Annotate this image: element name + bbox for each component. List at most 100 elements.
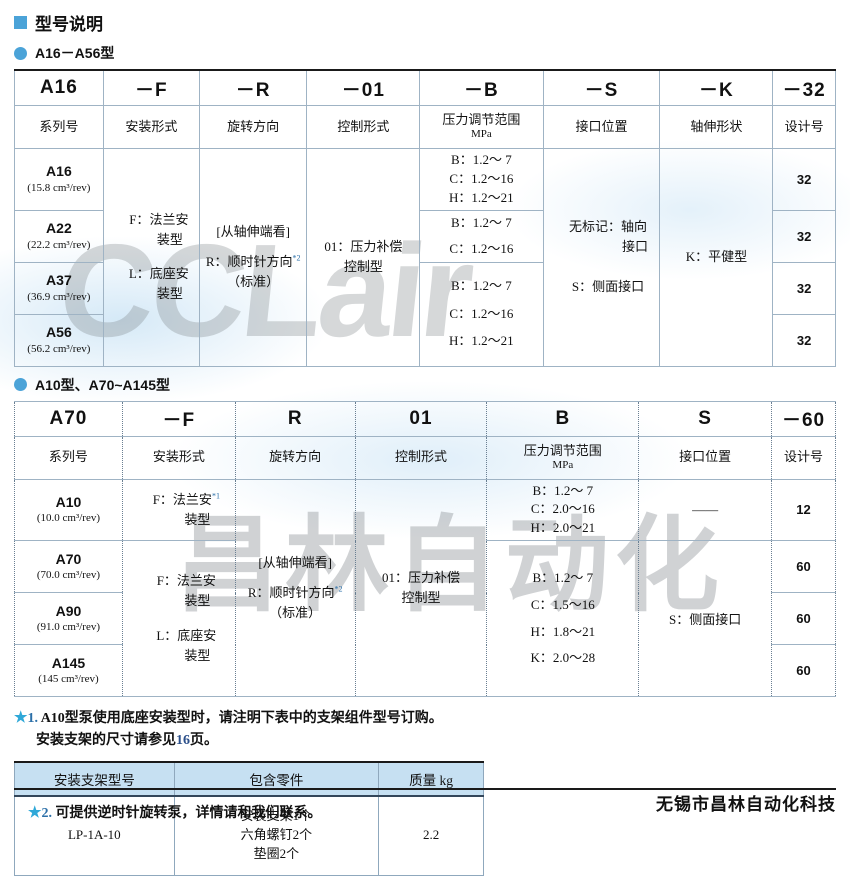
table-row: A145 (145 cm³/rev) 60 — [14, 644, 836, 698]
t2-code-0: A70 — [14, 400, 123, 437]
bracket-part-2: 垫圈2个 — [253, 845, 300, 861]
t1-ctrl-l1: 01：压力补偿 — [324, 239, 403, 255]
t1-shaft-cell: K：平健型 — [659, 148, 774, 367]
t2-name-4-unit: MPa — [552, 458, 574, 471]
t2-mount-bot-c: L：底座安 — [156, 627, 217, 643]
t2-series-3: A145 (145 cm³/rev) — [14, 644, 123, 698]
note-1: ★1. A10型泵使用底座安装型时，请注明下表中的支架组件型号订购。 安装支架的… — [14, 707, 850, 751]
t1-series-0: A16 (15.8 cm³/rev) — [14, 148, 104, 211]
t2-code-1: －F — [121, 400, 236, 437]
t1-rot-star: *2 — [292, 253, 301, 263]
note-1-line2a: 安装支架的尺寸请参见 — [36, 732, 176, 748]
table-row: A37 (36.9 cm³/rev) B：1.2～ 7 C：1.2～16 H：1… — [14, 261, 836, 367]
bracket-header-0: 安装支架型号 — [14, 760, 175, 797]
star-icon: ★ — [14, 710, 28, 727]
t1-name-5: 接口位置 — [542, 105, 661, 149]
t1-press-1-1: C：1.2～16 — [449, 240, 514, 256]
t2-ctrl-l1: 01：压力补偿 — [381, 569, 460, 585]
t1-pressure-1: B：1.2～ 7 C：1.2～16 — [419, 209, 544, 263]
t1-ctrl-l2: 控制型 — [343, 259, 383, 275]
t2-series-3-disp: (145 cm³/rev) — [38, 673, 99, 686]
note-1-page: 16 — [176, 732, 190, 748]
t2-rot-code: R：顺时针方向 — [247, 584, 335, 600]
t2-code-3: 01 — [354, 400, 488, 437]
t1-port-l2: 接口 — [621, 239, 648, 255]
table1-name-row: 系列号 安装形式 旋转方向 控制形式 压力调节范围 MPa 接口位置 轴伸形状 … — [14, 105, 836, 149]
t2-rot-note: （标准） — [269, 604, 322, 620]
t2-mount-top-cell: F：法兰安*1 装型 — [121, 478, 236, 542]
star-icon: ★ — [28, 805, 42, 821]
t1-port-l3: S：侧面接口 — [571, 279, 645, 295]
t2-rot-star: *2 — [334, 584, 343, 594]
model-code-table-a70: A70 －F R 01 B S －60 系列号 安装形式 旋转方向 控制形式 压… — [14, 400, 836, 698]
t2-press-1-1: C：1.5～16 — [530, 596, 595, 612]
t1-code-6: －K — [659, 69, 774, 106]
t1-press-0-0: B：1.2～ 7 — [451, 152, 512, 167]
note-1-number: 1. — [27, 711, 38, 727]
t1-control-cell: 01：压力补偿 控制型 — [306, 148, 421, 367]
t2-series-1-model: A70 — [55, 550, 82, 567]
bracket-header-1: 包含零件 — [173, 760, 380, 797]
t1-code-3: －01 — [306, 69, 421, 106]
subsection-title-2: A10型、A70~A145型 — [14, 375, 850, 395]
t2-press-1-3: K：2.0～28 — [530, 650, 596, 666]
t1-name-2: 旋转方向 — [198, 105, 308, 149]
note-1-line2b: 页。 — [190, 732, 218, 748]
table-row: A90 (91.0 cm³/rev) 60 — [14, 592, 836, 646]
t1-name-1: 安装形式 — [102, 105, 200, 149]
t2-press-0-0: B：1.2～ 7 — [532, 482, 594, 498]
t2-series-1-disp: (70.0 cm³/rev) — [36, 569, 101, 582]
table1-code-row: A16 －F －R －01 －B －S －K －32 — [14, 69, 836, 106]
note-1-line1: A10型泵使用底座安装型时，请注明下表中的支架组件型号订购。 — [40, 711, 443, 727]
t2-code-6: －60 — [771, 400, 836, 437]
t2-name-0: 系列号 — [14, 435, 123, 480]
t2-press-1-0: B：1.2～ 7 — [532, 569, 594, 585]
t2-code-2: R — [234, 400, 356, 437]
t2-design-1: 60 — [771, 540, 836, 594]
t1-design-3: 32 — [772, 313, 836, 367]
t2-mount-bot-a: F：法兰安 — [156, 573, 216, 589]
t2-series-1: A70 (70.0 cm³/rev) — [14, 540, 123, 594]
t1-code-0: A16 — [14, 69, 104, 106]
t1-mount-f-text2: 装型 — [156, 232, 183, 248]
subsection-title-1: A16－A56型 — [14, 43, 850, 63]
t1-series-3-disp: (56.2 cm³/rev) — [27, 342, 91, 355]
t2-port-bottom: S：侧面接口 — [638, 540, 773, 698]
t2-series-0-model: A10 — [55, 493, 82, 510]
t2-press-0-1: C：2.0～16 — [530, 501, 595, 517]
t2-mount-bot-d: 装型 — [184, 647, 211, 663]
t1-mount-l-text: 底座安 — [149, 266, 189, 282]
t2-port-top: —— — [638, 478, 773, 542]
t1-mount-cell: F：法兰安 装型 L：底座安 装型 — [102, 148, 200, 367]
t1-name-4-unit: MPa — [470, 128, 492, 141]
t2-code-5: S — [638, 400, 773, 437]
t2-rotation-cell: [从轴伸端看] R：顺时针方向*2 （标准） — [234, 478, 356, 698]
bracket-part-1: 六角螺钉2个 — [240, 827, 313, 843]
t2-pressure-1: B：1.2～ 7 C：1.5～16 H：1.8～21 K：2.0～28 — [486, 540, 640, 698]
t2-control-cell: 01：压力补偿 控制型 — [354, 478, 488, 698]
table-row: A56 (56.2 cm³/rev) 32 — [14, 313, 836, 367]
square-bullet-icon — [14, 16, 27, 29]
circle-bullet-icon — [14, 378, 27, 392]
t1-pressure-0: B：1.2～ 7 C：1.2～16 H：1.2～21 — [419, 148, 544, 211]
t1-mount-l-text2: 装型 — [156, 286, 183, 302]
t2-design-0: 12 — [771, 478, 836, 542]
t1-series-1-model: A22 — [46, 220, 72, 237]
t1-design-2: 32 — [772, 261, 836, 315]
table-row: A10 (10.0 cm³/rev) F：法兰安*1 装型 [从轴伸端看] R：… — [14, 478, 836, 698]
t1-mount-f-text: 法兰安 — [149, 211, 189, 227]
t2-name-3: 控制形式 — [354, 435, 488, 480]
t2-mount-top-star: *1 — [211, 491, 220, 501]
t2-name-6: 设计号 — [771, 435, 836, 480]
t1-series-1-disp: (22.2 cm³/rev) — [27, 238, 91, 251]
note-2: ★2. 可提供逆时针旋转泵，详情请和我们联系。 — [28, 802, 321, 825]
t1-rot-head: [从轴伸端看] — [216, 224, 290, 240]
t2-press-1-2: H：1.8～21 — [530, 623, 596, 639]
t2-name-1: 安装形式 — [121, 435, 236, 480]
t2-pressure-0: B：1.2～ 7 C：2.0～16 H：2.0～21 — [486, 478, 640, 542]
footer-divider — [14, 788, 836, 790]
t1-series-3: A56 (56.2 cm³/rev) — [14, 313, 104, 367]
subsection-title-2-text: A10型、A70~A145型 — [35, 376, 171, 393]
t2-mount-bot-b: 装型 — [184, 593, 211, 609]
t1-press-0-2: H：1.2～21 — [449, 189, 514, 205]
